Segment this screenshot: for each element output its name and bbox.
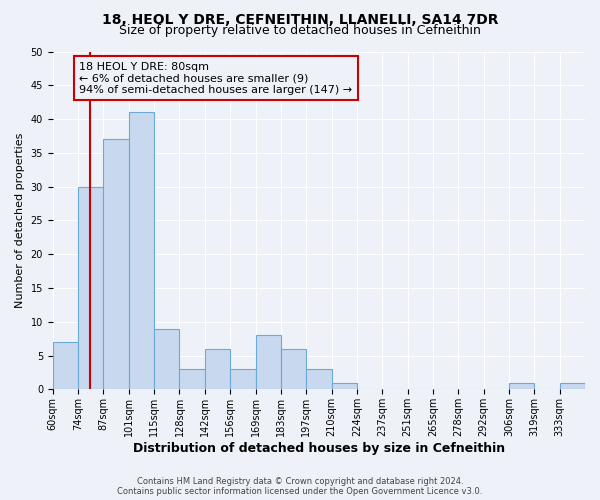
Bar — [53, 342, 78, 390]
Bar — [230, 369, 256, 390]
Bar — [179, 369, 205, 390]
Bar — [256, 336, 281, 390]
Y-axis label: Number of detached properties: Number of detached properties — [15, 133, 25, 308]
Bar — [560, 382, 585, 390]
Text: 18 HEOL Y DRE: 80sqm
← 6% of detached houses are smaller (9)
94% of semi-detache: 18 HEOL Y DRE: 80sqm ← 6% of detached ho… — [79, 62, 353, 95]
Bar — [306, 369, 332, 390]
Text: Contains HM Land Registry data © Crown copyright and database right 2024.
Contai: Contains HM Land Registry data © Crown c… — [118, 476, 482, 496]
Bar — [205, 349, 230, 390]
X-axis label: Distribution of detached houses by size in Cefneithin: Distribution of detached houses by size … — [133, 442, 505, 455]
Text: 18, HEOL Y DRE, CEFNEITHIN, LLANELLI, SA14 7DR: 18, HEOL Y DRE, CEFNEITHIN, LLANELLI, SA… — [102, 12, 498, 26]
Bar — [78, 186, 103, 390]
Bar — [103, 140, 129, 390]
Text: Size of property relative to detached houses in Cefneithin: Size of property relative to detached ho… — [119, 24, 481, 37]
Bar — [509, 382, 535, 390]
Bar — [332, 382, 357, 390]
Bar — [129, 112, 154, 390]
Bar — [154, 328, 179, 390]
Bar — [281, 349, 306, 390]
